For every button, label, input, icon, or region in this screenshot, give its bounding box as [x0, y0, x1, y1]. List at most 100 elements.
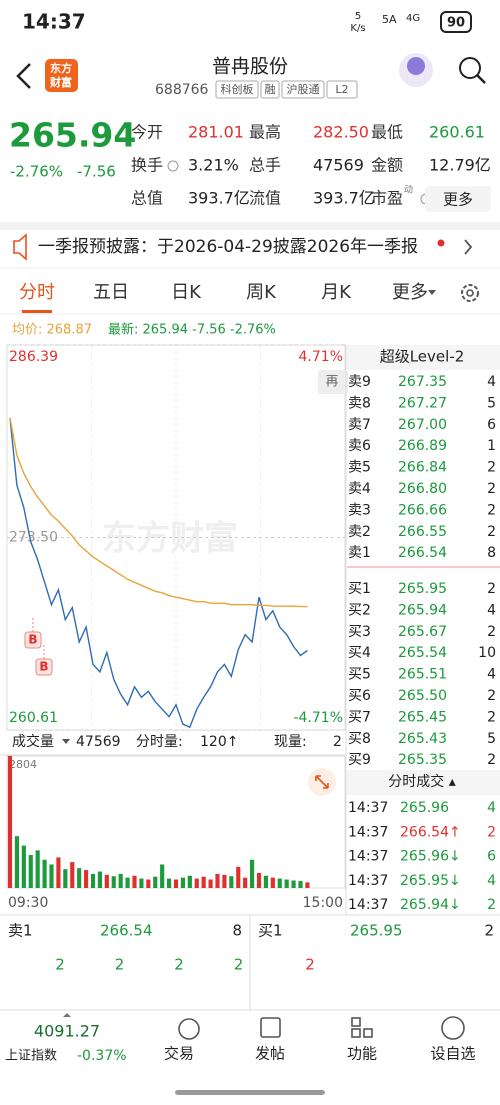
quote-value: 47569	[313, 156, 364, 175]
index-change: -0.37%	[77, 1048, 127, 1064]
price-axis-label: 260.61	[9, 710, 58, 726]
average-price: 均价: 268.87	[12, 323, 92, 338]
book-volume: 2	[487, 502, 496, 518]
nav-item[interactable]: 交易	[164, 1045, 194, 1063]
volume-bar	[97, 871, 102, 888]
book-volume: 5	[487, 731, 496, 747]
stock-tag	[326, 80, 358, 99]
stock-code: 688766	[155, 82, 209, 98]
quote-label: 流值	[249, 189, 281, 208]
book-level: 卖4	[348, 481, 371, 497]
tab[interactable]: 周K	[246, 282, 277, 303]
volume-bar	[187, 875, 192, 888]
side-button-label[interactable]: 再	[325, 375, 338, 390]
stock-name: 普冉股份	[212, 56, 288, 78]
volume-bar	[215, 873, 220, 888]
nav-item[interactable]: 发帖	[255, 1045, 285, 1063]
quote-value: 260.61	[429, 123, 485, 142]
book-volume: 2	[487, 624, 496, 640]
nav-item[interactable]: 功能	[347, 1045, 377, 1063]
book-price: 266.66	[398, 502, 447, 518]
volume-bar	[104, 874, 109, 888]
time-axis-label: 15:00	[303, 895, 343, 911]
quote-value: 393.7亿	[188, 189, 250, 208]
volume-label: 成交量	[12, 733, 54, 750]
volume-axis-label: 2804	[9, 758, 37, 771]
index-name[interactable]: 上证指数	[5, 1049, 57, 1064]
queue-volume: 2	[484, 922, 494, 940]
quote-value: 393.7亿	[313, 189, 375, 208]
tab[interactable]: 更多	[392, 282, 428, 303]
volume-bar	[139, 878, 144, 888]
book-volume: 2	[487, 481, 496, 497]
book-level: 卖3	[348, 502, 371, 518]
volume-bar	[291, 880, 296, 888]
book-volume: 1	[487, 438, 496, 454]
side-button[interactable]	[318, 370, 348, 394]
quote-value: 281.01	[188, 123, 244, 142]
stock-tag-label: L2	[335, 83, 348, 96]
tab-underline	[22, 310, 52, 313]
index-value[interactable]: 4091.27	[34, 1022, 100, 1041]
volume-caret	[62, 739, 70, 744]
last-price: 265.94	[9, 116, 136, 155]
book-price: 267.35	[398, 374, 447, 390]
more-button[interactable]	[425, 186, 491, 212]
queue-order: 2	[115, 956, 125, 974]
book-price: 267.00	[398, 417, 447, 433]
back-button[interactable]	[16, 63, 31, 89]
stock-tag-label: 融	[265, 83, 276, 96]
volume-bar	[208, 879, 213, 888]
book-header	[347, 345, 500, 370]
book-level: 卖6	[348, 438, 371, 454]
watchlist-icon[interactable]	[441, 1016, 465, 1040]
notice-arrow[interactable]	[464, 239, 473, 255]
post-icon[interactable]	[260, 1017, 281, 1038]
book-price: 265.35	[398, 752, 447, 768]
volume-bar	[35, 850, 40, 888]
volume-bar	[270, 877, 275, 888]
book-price: 266.89	[398, 438, 447, 454]
book-volume: 4	[487, 602, 496, 618]
volume-bar	[284, 879, 289, 888]
expand-icon	[315, 775, 329, 789]
book-volume: 2	[487, 752, 496, 768]
book-price: 266.54	[398, 545, 447, 561]
settings-icon[interactable]	[461, 284, 479, 302]
function-icon-part	[351, 1028, 361, 1038]
volume-bar	[7, 756, 13, 888]
quote-label: 最高	[249, 123, 281, 142]
book-level: 买8	[348, 731, 371, 747]
book-price: 266.55	[398, 524, 447, 540]
volume-bar	[160, 864, 165, 888]
book-level: 买5	[348, 667, 371, 683]
book-level: 买2	[348, 602, 371, 618]
tab[interactable]: 日K	[171, 282, 202, 303]
quote-label: 总手	[249, 156, 281, 175]
book-level: 买3	[348, 624, 371, 640]
tick-volume: 6	[487, 849, 496, 865]
tick-time: 14:37	[348, 800, 388, 816]
tick-time: 14:37	[348, 849, 388, 865]
search-handle	[476, 74, 486, 84]
tab[interactable]: 五日	[93, 282, 129, 303]
volume-bar	[236, 866, 241, 888]
queue-order: 2	[305, 956, 315, 974]
percent-axis-label: 4.71%	[299, 349, 343, 365]
speaker-icon	[13, 233, 27, 261]
tab[interactable]: 月K	[321, 282, 352, 303]
avatar-face	[407, 57, 425, 75]
volume-bar	[70, 862, 75, 888]
trade-marker-label: B	[39, 660, 48, 674]
search-icon[interactable]	[459, 57, 481, 79]
section-gap	[0, 222, 500, 230]
trade-icon[interactable]	[178, 1018, 200, 1040]
tab[interactable]: 分时	[19, 282, 55, 303]
ticks-title: 分时成交 ▴	[388, 773, 455, 790]
function-icon[interactable]	[351, 1017, 361, 1027]
more-button-label[interactable]: 更多	[443, 191, 473, 209]
volume-bar	[21, 845, 26, 888]
volume-bar	[132, 875, 137, 888]
volume-bar	[173, 879, 179, 888]
nav-item[interactable]: 设自选	[430, 1045, 475, 1063]
